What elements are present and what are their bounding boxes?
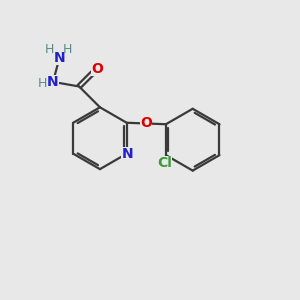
Text: N: N xyxy=(54,51,65,65)
Text: H: H xyxy=(44,43,54,56)
Text: O: O xyxy=(140,116,152,130)
Text: H: H xyxy=(63,43,72,56)
Text: N: N xyxy=(122,147,133,161)
Text: N: N xyxy=(47,75,59,89)
Text: Cl: Cl xyxy=(157,156,172,170)
Text: H: H xyxy=(38,77,47,90)
Text: O: O xyxy=(91,62,103,76)
